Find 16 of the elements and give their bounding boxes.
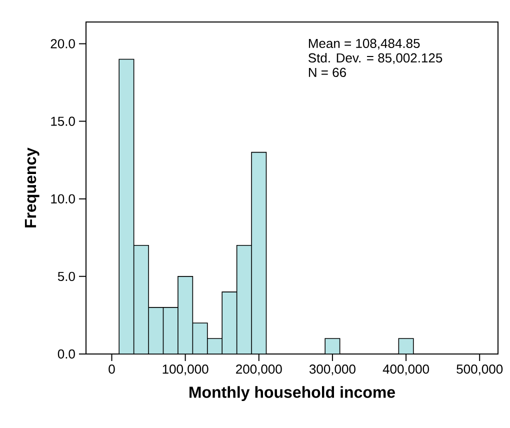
- y-tick-label: 10.0: [51, 194, 75, 204]
- x-tick-label: 500,000: [456, 364, 503, 376]
- y-axis-title: Frequency: [24, 148, 40, 228]
- y-tick-label: 20.0: [50, 39, 75, 48]
- x-tick-label: 400,000: [382, 364, 430, 376]
- y-tick-label: 0.0: [58, 349, 75, 359]
- annotation: N = 66: [308, 68, 346, 78]
- annotation: Mean = 108,484.85: [308, 38, 420, 50]
- y-tick-label: 15.0: [51, 116, 75, 126]
- y-tick-label: 5.0: [58, 272, 75, 282]
- x-tick-label: 100,000: [162, 364, 208, 376]
- x-tick-label: 200,000: [236, 364, 282, 376]
- x-tick-label: 0: [108, 364, 115, 374]
- x-axis-title: Monthly household income: [190, 386, 396, 402]
- annotation: Std. Dev. = 85,002.125: [308, 52, 442, 64]
- x-tick-label: 300,000: [309, 364, 356, 376]
